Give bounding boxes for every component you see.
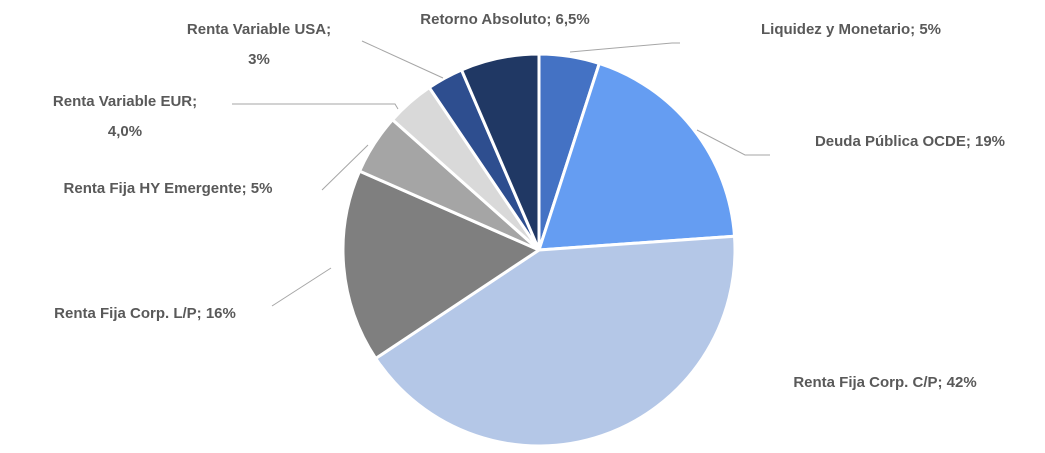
leader-line xyxy=(569,42,680,53)
data-label: Deuda Pública OCDE; 19% xyxy=(815,133,1005,150)
data-label: Liquidez y Monetario; 5% xyxy=(761,21,941,38)
data-label: Renta Fija Corp. L/P; 16% xyxy=(54,305,236,322)
pie-slice xyxy=(536,61,737,252)
leader-line xyxy=(321,144,369,191)
pie-slice xyxy=(459,52,541,251)
leader-line xyxy=(696,129,770,156)
data-label: 4,0% xyxy=(108,123,142,140)
leader-line xyxy=(361,40,444,79)
data-label: Renta Fija Corp. C/P; 42% xyxy=(793,374,976,391)
data-label: 3% xyxy=(248,51,270,68)
data-label: Renta Variable USA; xyxy=(187,21,331,38)
leader-line xyxy=(271,267,332,307)
data-label: Retorno Absoluto; 6,5% xyxy=(420,11,589,28)
pie-slice xyxy=(341,169,543,361)
leader-line xyxy=(232,103,399,110)
data-label: Renta Fija HY Emergente; 5% xyxy=(64,180,273,197)
pie-slice xyxy=(373,234,737,448)
data-label: Renta Variable EUR; xyxy=(53,93,197,110)
